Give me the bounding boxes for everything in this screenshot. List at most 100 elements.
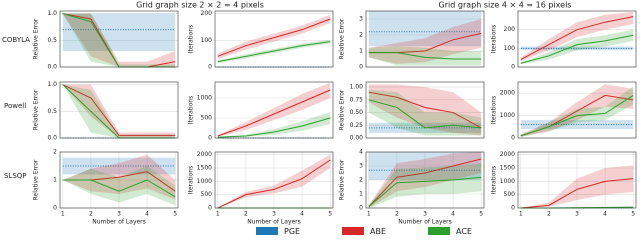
y-tick-label: 500 xyxy=(201,115,213,122)
series-line xyxy=(368,158,482,207)
band xyxy=(217,15,331,59)
y-tick-label: 0 xyxy=(208,205,212,212)
plot-frame xyxy=(59,10,179,68)
plot-area xyxy=(60,82,178,138)
y-tick-label: 0 xyxy=(511,135,515,142)
x-tick-label: 1 xyxy=(61,211,65,218)
series-line xyxy=(368,52,482,60)
band xyxy=(62,13,176,67)
y-tick-label: 0 xyxy=(208,135,212,142)
x-tick-label: 4 xyxy=(300,211,304,218)
x-tick-label: 3 xyxy=(272,211,276,218)
y-tick-label: 0 xyxy=(511,205,515,212)
plot-frame xyxy=(214,81,334,139)
y-axis-label: Relative Error xyxy=(339,159,346,200)
x-tick-label: 5 xyxy=(328,211,332,218)
y-tick-label: 2 xyxy=(359,177,363,184)
y-tick-label: 500 xyxy=(201,191,213,198)
x-tick-label: 1 xyxy=(519,211,523,218)
y-axis-label: Iterations xyxy=(188,25,195,54)
series-line xyxy=(62,179,176,198)
x-tick-label: 4 xyxy=(451,211,455,218)
y-tick-label: 0 xyxy=(359,64,363,71)
band xyxy=(62,84,176,138)
x-tick-label: 2 xyxy=(244,211,248,218)
legend-label: ACE xyxy=(456,227,472,236)
plot-frame xyxy=(365,81,485,139)
y-tick-label: 1500 xyxy=(500,165,515,172)
y-tick-label: 0.5 xyxy=(47,37,57,44)
band xyxy=(520,86,634,137)
plot-frame xyxy=(517,151,637,209)
y-tick-label: 2000 xyxy=(197,151,212,158)
x-tick-label: 2 xyxy=(547,211,551,218)
y-axis-label: Relative Error xyxy=(339,89,346,130)
x-tick-label: 2 xyxy=(89,211,93,218)
plot-area xyxy=(60,11,178,67)
row-label: COBYLA xyxy=(2,36,30,44)
series-line xyxy=(217,117,331,138)
x-tick-label: 2 xyxy=(395,211,399,218)
series-line xyxy=(217,159,331,209)
band xyxy=(520,46,634,51)
y-axis-label: Iterations xyxy=(491,166,498,195)
series-line xyxy=(217,89,331,137)
band xyxy=(368,152,482,180)
plot-frame xyxy=(365,10,485,68)
y-tick-label: 0.50 xyxy=(350,109,364,116)
band xyxy=(368,11,482,47)
y-tick-label: 1 xyxy=(359,48,363,55)
y-tick-label: 1500 xyxy=(197,165,212,172)
legend-label: ABE xyxy=(370,227,386,236)
y-tick-label: 1.00 xyxy=(350,84,364,91)
y-tick-label: 1000 xyxy=(197,95,212,102)
x-tick-label: 4 xyxy=(145,211,149,218)
band xyxy=(62,166,176,206)
row-label: Powell xyxy=(4,102,26,110)
series-line xyxy=(520,34,634,64)
plot-area xyxy=(215,82,333,138)
y-tick-label: 0.25 xyxy=(350,122,364,129)
y-tick-label: 0.75 xyxy=(350,96,364,103)
y-tick-label: 1000 xyxy=(500,178,515,185)
legend-swatch xyxy=(428,227,450,235)
x-tick-label: 3 xyxy=(575,211,579,218)
y-tick-label: 3 xyxy=(359,163,363,170)
band xyxy=(368,89,482,136)
plot-frame xyxy=(214,151,334,209)
plot-frame xyxy=(517,81,637,139)
x-axis-label: Number of Layers xyxy=(398,219,452,226)
band xyxy=(62,13,176,51)
series-line xyxy=(368,176,482,207)
plot-frame xyxy=(517,10,637,68)
y-tick-label: 1.0 xyxy=(47,10,57,17)
y-axis-label: Iterations xyxy=(188,96,195,125)
y-tick-label: 2000 xyxy=(500,151,515,158)
plot-frame xyxy=(214,10,334,68)
x-tick-label: 3 xyxy=(423,211,427,218)
y-tick-label: 1 xyxy=(359,191,363,198)
series-line xyxy=(368,99,482,129)
x-axis-label: Number of Layers xyxy=(92,219,146,226)
y-axis-label: Relative Error xyxy=(33,159,40,200)
plot-area xyxy=(518,82,636,138)
y-tick-label: 0 xyxy=(53,205,57,212)
legend-swatch xyxy=(342,227,364,235)
legend-swatch xyxy=(256,227,278,235)
x-tick-label: 3 xyxy=(117,211,121,218)
group-title: Grid graph size 4 × 4 = 16 pixels xyxy=(439,1,572,10)
x-tick-label: 4 xyxy=(603,211,607,218)
series-line xyxy=(217,18,331,57)
y-tick-label: 1 xyxy=(53,177,57,184)
y-axis-label: Iterations xyxy=(491,25,498,54)
y-tick-label: 0.5 xyxy=(47,108,57,115)
y-tick-label: 0.00 xyxy=(350,135,364,142)
row-label: SLSQP xyxy=(4,172,27,180)
x-tick-label: 1 xyxy=(367,211,371,218)
series-line xyxy=(368,91,482,129)
series-line xyxy=(520,95,634,137)
y-axis-label: Iterations xyxy=(188,166,195,195)
legend-label: PGE xyxy=(284,227,300,236)
band xyxy=(520,11,634,62)
